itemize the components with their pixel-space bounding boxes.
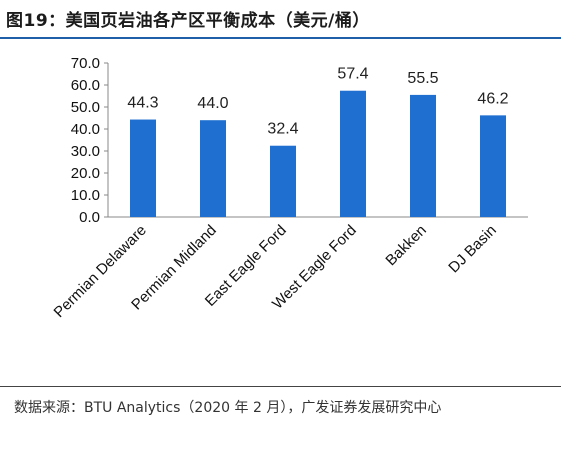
data-label: 57.4	[337, 66, 368, 83]
x-category-label: DJ Basin	[445, 222, 499, 276]
source-divider	[0, 386, 561, 387]
bar	[340, 90, 366, 217]
data-label: 32.4	[267, 121, 298, 138]
bar-chart: 0.010.020.030.040.050.060.070.044.3Permi…	[51, 55, 528, 321]
bar	[200, 120, 226, 217]
data-label: 44.3	[127, 95, 158, 112]
title-divider	[0, 37, 561, 39]
x-category-label: Bakken	[382, 222, 429, 269]
data-label: 44.0	[197, 95, 228, 112]
y-tick-label: 30.0	[71, 143, 100, 160]
y-tick-label: 0.0	[79, 209, 100, 226]
bar	[130, 119, 156, 217]
bar	[270, 145, 296, 217]
data-label: 46.2	[477, 90, 508, 107]
data-label: 55.5	[407, 70, 438, 87]
plot-area: 0.010.020.030.040.050.060.070.044.3Permi…	[51, 55, 528, 321]
y-tick-label: 40.0	[71, 121, 100, 138]
y-tick-label: 60.0	[71, 77, 100, 94]
y-tick-label: 10.0	[71, 187, 100, 204]
bar	[480, 115, 506, 217]
bar	[410, 94, 436, 217]
y-tick-label: 70.0	[71, 55, 100, 72]
y-tick-label: 50.0	[71, 99, 100, 116]
source-note: 数据来源：BTU Analytics（2020 年 2 月），广发证券发展研究中…	[14, 400, 442, 416]
figure-title: 图19：美国页岩油各产区平衡成本（美元/桶）	[6, 11, 370, 31]
y-tick-label: 20.0	[71, 165, 100, 182]
